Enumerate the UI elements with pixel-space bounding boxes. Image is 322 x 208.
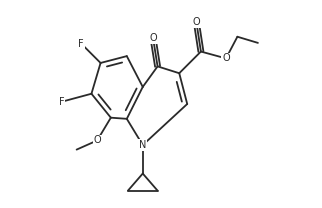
Text: O: O bbox=[93, 135, 101, 145]
Text: O: O bbox=[222, 53, 230, 63]
Text: F: F bbox=[78, 38, 84, 49]
Text: N: N bbox=[139, 140, 147, 150]
Text: O: O bbox=[149, 33, 157, 43]
Text: F: F bbox=[59, 97, 65, 107]
Text: O: O bbox=[193, 17, 200, 27]
